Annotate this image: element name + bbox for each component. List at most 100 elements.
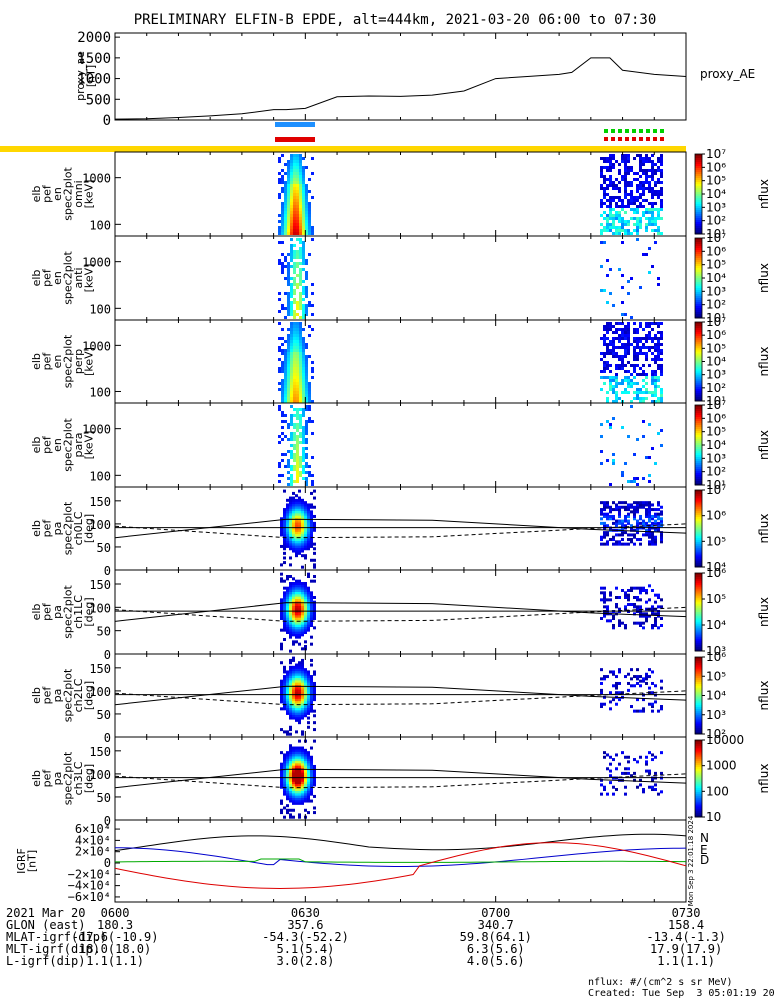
pa-pixel — [301, 607, 304, 611]
pa-pixel — [283, 547, 286, 551]
spec-pixel — [645, 223, 648, 226]
pa-pixel — [298, 783, 301, 787]
spec-pixel — [296, 364, 299, 367]
pa-pixel — [292, 640, 295, 644]
pa-pixel — [633, 778, 636, 782]
spec-pixel — [603, 187, 606, 190]
pa-pixel — [609, 514, 612, 518]
pa-pixel — [304, 605, 307, 609]
pa-pixel — [642, 533, 645, 537]
pa-colorbar-segment — [695, 490, 702, 493]
pa-colorbar-segment — [695, 625, 702, 629]
pa-colorbar-segment — [695, 705, 702, 708]
pa-pixel — [651, 503, 654, 507]
spec-pixel — [612, 226, 615, 229]
pa-pixel — [280, 531, 283, 535]
spec-pixel — [296, 262, 299, 265]
energy-colorbar-segment — [695, 194, 702, 197]
pa-pixel — [283, 695, 286, 699]
spec-pixel — [296, 376, 299, 379]
spec-pixel — [299, 205, 302, 208]
pa-pixel — [280, 707, 283, 711]
spec-pixel — [633, 453, 636, 456]
pa-pixel — [621, 533, 624, 537]
spec-pixel — [305, 208, 308, 211]
pa-colorbar-segment — [695, 676, 702, 679]
pa-colorbar-segment — [695, 728, 702, 731]
pa-pixel — [654, 624, 657, 627]
pa-pixel — [630, 524, 633, 528]
spec-pixel — [612, 459, 615, 462]
spec-pixel — [311, 292, 314, 295]
pa-colorbar-tick-label: 10⁴ — [706, 560, 726, 574]
spec-pixel — [618, 226, 621, 229]
energy-colorbar-segment — [695, 431, 702, 434]
pa-pixel — [280, 774, 283, 778]
spec-pixel — [624, 184, 627, 187]
spec-pixel — [293, 214, 296, 217]
energy-colorbar-segment — [695, 357, 702, 361]
spec-pixel — [305, 465, 308, 468]
pa-pixel — [621, 542, 624, 546]
spec-pixel — [621, 361, 624, 364]
pa-pixel — [286, 577, 289, 581]
spec-pixel — [639, 154, 642, 157]
pa-pixel — [313, 764, 316, 768]
pa-pixel — [304, 774, 307, 778]
spec-pixel — [618, 355, 621, 358]
spec-pixel — [648, 346, 651, 349]
pa-pixel — [307, 605, 310, 609]
pa-pixel — [639, 501, 642, 505]
loss-cone-line — [114, 602, 687, 622]
spec-pixel — [296, 199, 299, 202]
spec-pixel — [293, 370, 296, 373]
spec-pixel — [630, 166, 633, 169]
pa-pixel — [301, 764, 304, 768]
spec-pixel — [293, 408, 296, 411]
pa-pixel — [301, 596, 304, 599]
flux-unit-note: nflux: #/(cm^2 s sr MeV) — [588, 977, 733, 988]
pa-pixel — [292, 688, 295, 692]
energy-colorbar-segment — [695, 184, 702, 187]
energy-colorbar-segment — [695, 270, 702, 273]
spec-pixel — [600, 229, 603, 232]
spec-pixel — [606, 349, 609, 352]
spec-pixel — [284, 163, 287, 166]
pa-pixel — [286, 686, 289, 690]
pa-pixel — [304, 764, 307, 768]
pa-pixel — [639, 521, 642, 525]
spec-pixel — [278, 441, 281, 444]
spec-pixel — [618, 190, 621, 193]
pa-pixel — [289, 725, 292, 729]
spec-pixel — [618, 187, 621, 190]
pa-pixel — [292, 633, 295, 637]
spec-pixel — [290, 223, 293, 226]
spec-pixel — [287, 166, 290, 169]
pa-pixel — [630, 603, 633, 606]
spec-pixel — [278, 214, 281, 217]
energy-spectrogram-ylabel-line: elb — [30, 353, 43, 370]
spec-pixel — [290, 292, 293, 295]
spec-pixel — [302, 172, 305, 175]
spec-pixel — [600, 184, 603, 187]
spec-pixel — [609, 181, 612, 184]
spec-pixel — [299, 373, 302, 376]
spec-pixel — [278, 382, 281, 385]
pa-colorbar-tick-label: 10³ — [706, 644, 726, 658]
spec-pixel — [651, 358, 654, 361]
pa-pixel — [648, 531, 651, 535]
spec-pixel — [299, 391, 302, 394]
spec-pixel — [302, 411, 305, 414]
pa-pixel — [301, 582, 304, 585]
pa-colorbar-segment — [695, 598, 702, 601]
created-note: Created: Tue Sep 3 05:01:19 2024 — [588, 988, 775, 999]
spec-pixel — [305, 373, 308, 376]
spec-pixel — [311, 196, 314, 199]
pa-pixel — [289, 675, 292, 679]
pa-pixel — [636, 681, 639, 685]
spec-pixel — [296, 331, 299, 334]
pa-pixel — [298, 612, 301, 616]
spec-pixel — [278, 160, 281, 163]
pa-pixel — [624, 501, 627, 505]
energy-colorbar-segment — [695, 316, 702, 319]
